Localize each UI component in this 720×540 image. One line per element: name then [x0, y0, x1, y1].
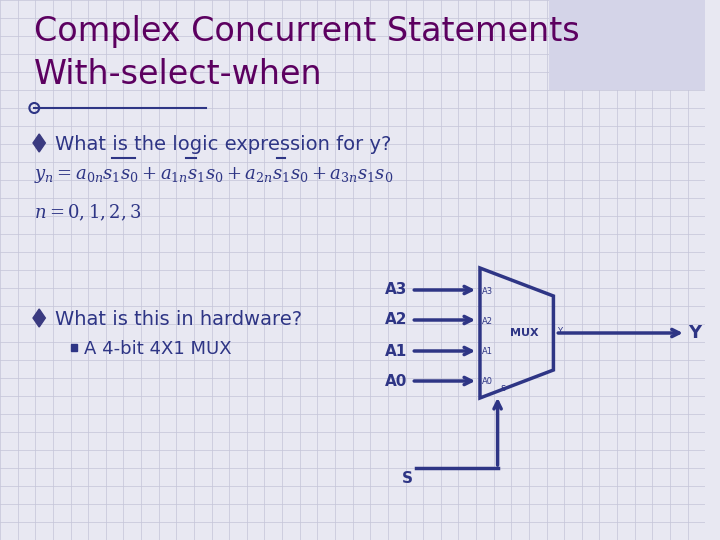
- Text: A2: A2: [482, 316, 493, 326]
- Text: A0: A0: [385, 374, 408, 388]
- Text: A3: A3: [482, 287, 493, 295]
- Text: $n = 0, 1, 2, 3$: $n = 0, 1, 2, 3$: [35, 203, 142, 223]
- Text: A 4-bit 4X1 MUX: A 4-bit 4X1 MUX: [84, 340, 232, 358]
- Text: S: S: [402, 471, 413, 486]
- Polygon shape: [33, 134, 45, 152]
- Bar: [71, 344, 77, 351]
- Polygon shape: [33, 309, 45, 327]
- Text: Y: Y: [688, 324, 702, 342]
- Text: A1: A1: [482, 348, 493, 356]
- Text: With-select-when: With-select-when: [35, 58, 323, 91]
- Text: What is the logic expression for y?: What is the logic expression for y?: [55, 135, 391, 154]
- Text: Complex Concurrent Statements: Complex Concurrent Statements: [35, 15, 580, 48]
- Text: What is this in hardware?: What is this in hardware?: [55, 310, 302, 329]
- Text: A0: A0: [482, 377, 493, 387]
- Text: $y_n = a_{0n}s_1s_0 + a_{1n}s_1s_0 + a_{2n}s_1s_0 + a_{3n}s_1s_0$: $y_n = a_{0n}s_1s_0 + a_{1n}s_1s_0 + a_{…: [35, 165, 394, 185]
- Text: A2: A2: [385, 313, 408, 327]
- Bar: [549, 0, 706, 90]
- Text: A3: A3: [385, 282, 408, 298]
- Text: A1: A1: [385, 343, 408, 359]
- Text: s: s: [500, 383, 505, 393]
- Text: MUX: MUX: [510, 328, 539, 338]
- Text: Y: Y: [557, 327, 562, 336]
